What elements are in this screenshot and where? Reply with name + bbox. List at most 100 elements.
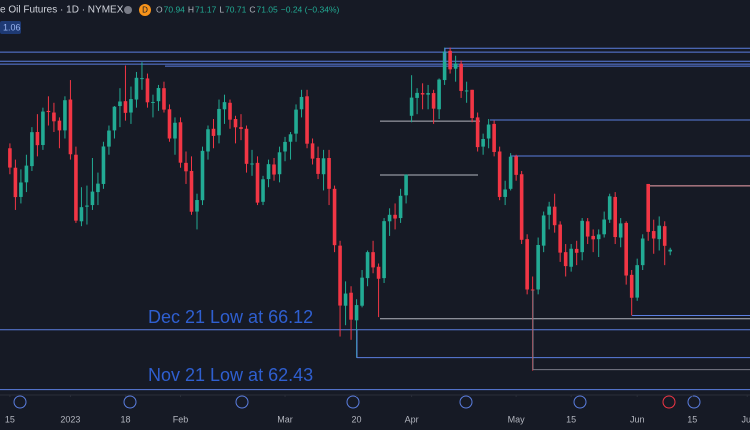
x-tick-label: 18 [120,414,130,424]
badge-text: D [142,6,148,15]
price-tag [0,21,21,34]
event-icon[interactable] [346,395,360,409]
candle-body [184,162,188,172]
candle-body [646,183,651,232]
candle-body [618,223,623,238]
candle-body [481,138,485,147]
candle-body [574,248,579,253]
price-tag-text: 1.06 [3,22,21,32]
candle-body [178,122,183,163]
candle-body [288,134,293,142]
x-tick-label: Mar [277,414,293,424]
ohlc-value: 70.94 [164,4,186,14]
candle-body [79,207,84,222]
candle-body [668,249,673,252]
candle-body [365,252,370,279]
candle-body [74,154,78,221]
candle-body [398,195,403,219]
candle-body [299,96,304,110]
candle-body [261,179,265,202]
candle-body [30,132,34,167]
ohlc-readout: O 70.94 H 71.17 L 70.71 C 71.05 −0.24 (−0.34%) [156,4,340,14]
candle-body [409,97,414,116]
candle-body [354,305,359,321]
candle-body [24,165,29,183]
x-tick-label: Feb [173,414,189,424]
annotation: Nov 21 Low at 62.43 [148,365,313,385]
candle-body [497,151,502,197]
candle-body [173,122,177,139]
candle-body [338,245,342,306]
candle-body [52,112,56,122]
x-tick-label: 15 [687,414,697,424]
annotation: Dec 21 Low at 66.12 [148,307,313,327]
candle-body [558,224,562,253]
candle-body [8,148,12,168]
level-lines [0,47,750,391]
candle-body [277,152,282,175]
candle-body [90,191,95,206]
ohlc-label: O [156,4,163,14]
candle-body [332,188,337,246]
status-dot [124,6,132,14]
candle-body [310,143,315,159]
event-icon[interactable] [235,395,249,409]
candle-body [635,265,639,298]
candle-body [503,189,507,197]
event-icons [13,395,701,409]
candle-body [376,266,381,279]
candle-body [415,92,419,98]
candle-body [222,102,227,110]
event-icon[interactable] [459,395,473,409]
candle-body [266,164,271,180]
candle-body [563,252,568,267]
candle-body [613,196,617,238]
candle-body [140,78,144,80]
candle-body [233,119,238,128]
candle-body [624,222,628,276]
candle-body [316,157,320,174]
candle-body [123,101,128,113]
candle-body [431,93,436,109]
candle-body [217,108,221,136]
candle-body [255,162,260,203]
candle-body [156,88,161,102]
badge [139,4,151,16]
candle-body [129,99,133,113]
event-icon[interactable] [13,395,27,409]
candle-body [244,128,249,164]
candle-body [250,163,254,165]
candle-body [68,99,73,155]
candle-body [486,124,491,139]
x-tick-label: Jun [630,414,645,424]
candle-body [426,93,430,95]
candle-body [107,130,111,147]
candle-body [145,78,150,103]
candle-body [19,182,23,197]
candle-body [453,63,458,69]
ohlc-label: L [219,4,224,14]
candle-body [200,150,205,201]
candle-body [96,183,100,193]
event-icon[interactable] [662,395,676,409]
candle-body [404,174,408,196]
candle-body [464,90,469,92]
ohlc-value: 70.71 [225,4,247,14]
event-icon[interactable] [687,395,701,409]
x-tick-label: May [508,414,526,424]
candle-body [596,234,601,240]
candle-body [112,106,117,131]
event-icon[interactable] [123,395,137,409]
candle-body [206,129,210,152]
x-tick-label: 15 [5,414,15,424]
candle-body [508,156,513,189]
candle-body [602,219,606,235]
candle-body [382,221,386,279]
event-icon[interactable] [573,395,587,409]
ohlc-label: C [249,4,255,14]
candle-body [134,77,139,100]
candle-body [239,127,243,129]
candle-body [343,293,348,306]
candle-body [211,128,216,136]
